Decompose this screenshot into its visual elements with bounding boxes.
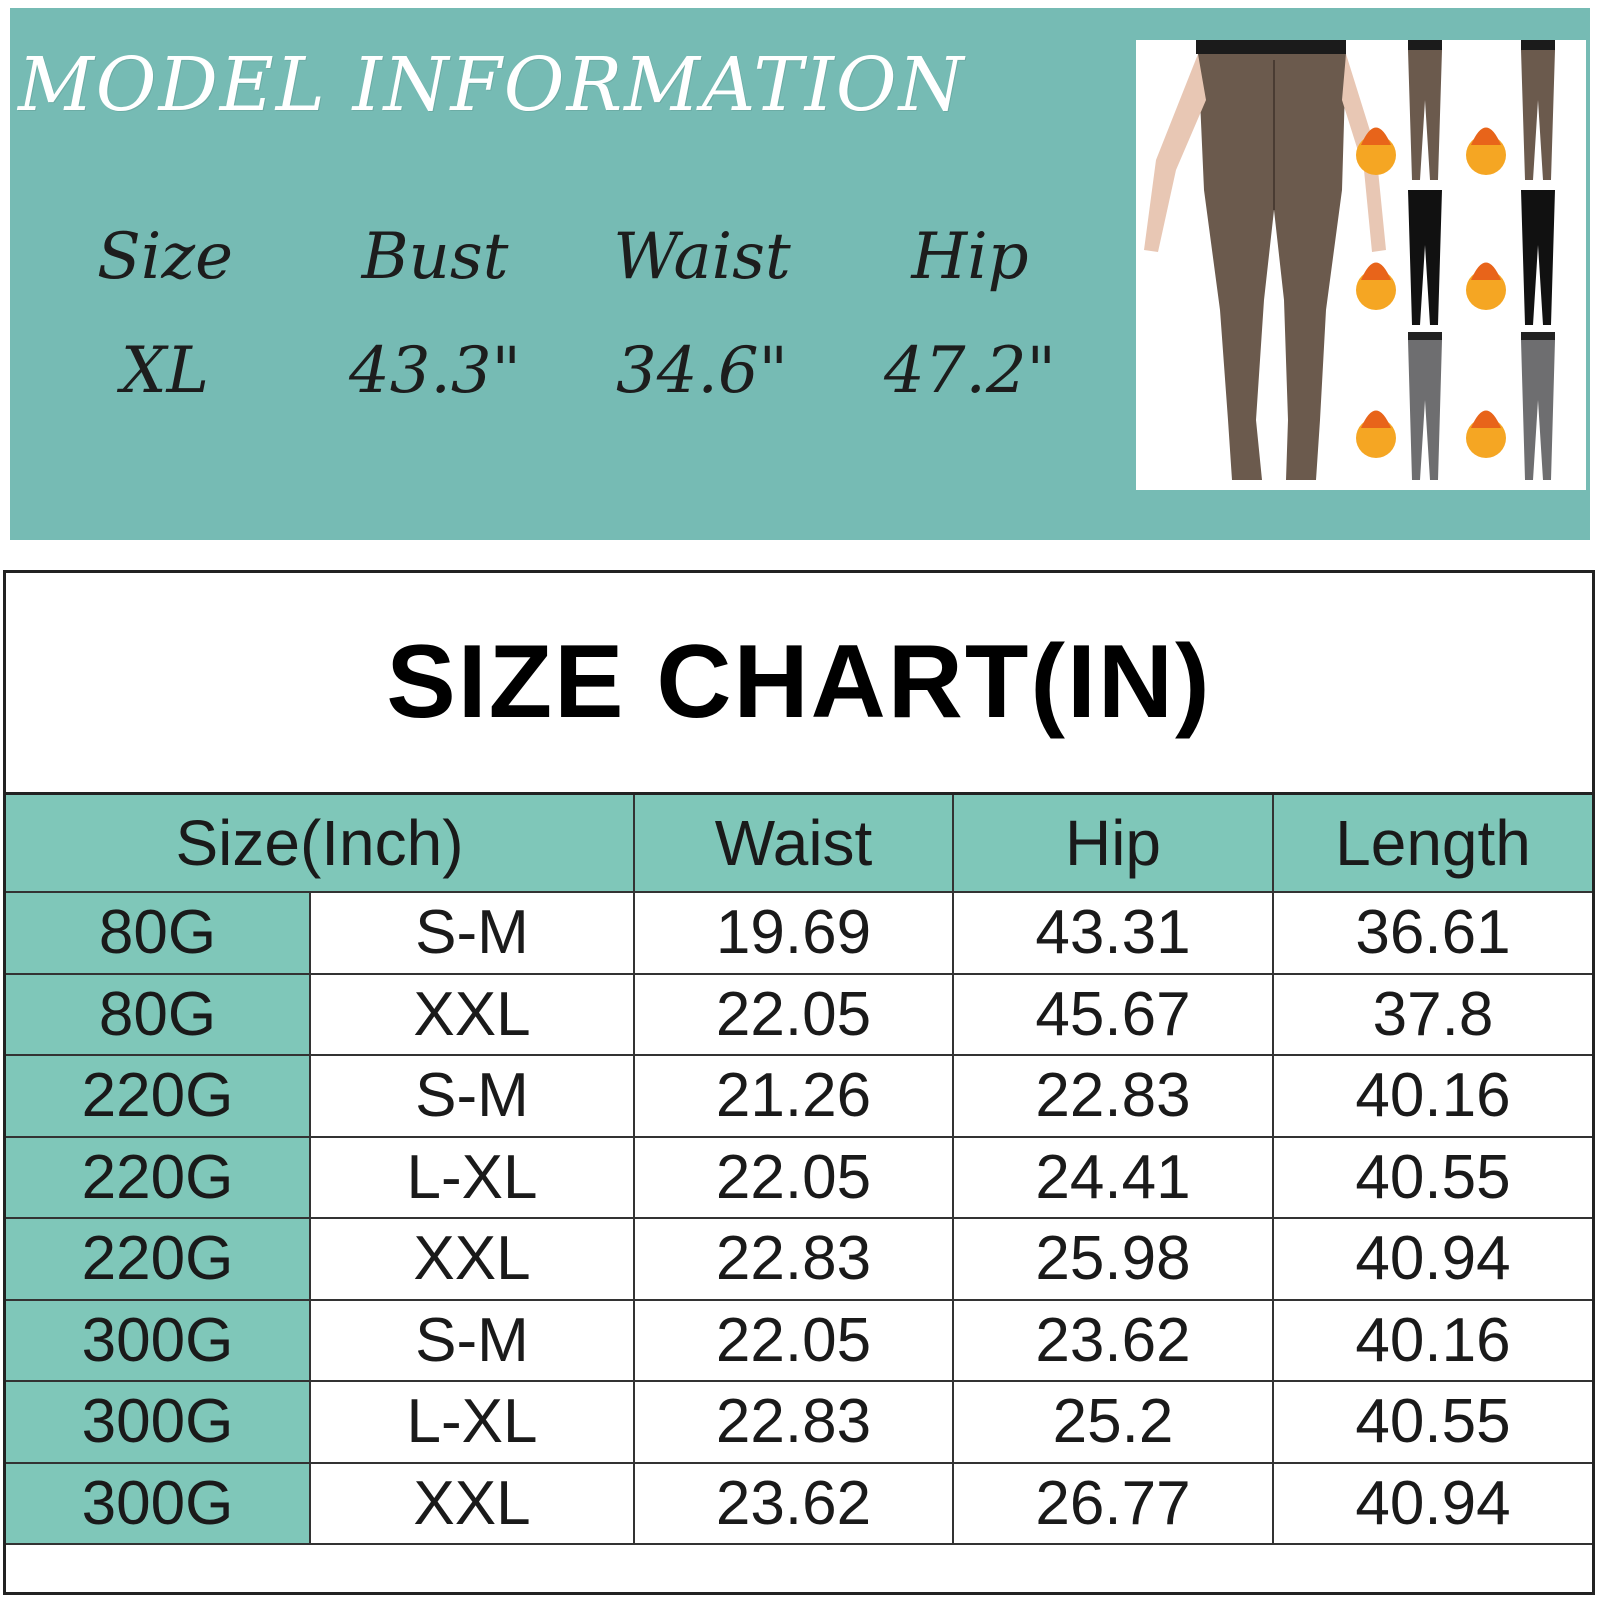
model-header-waist: Waist [613, 220, 791, 294]
table-row: 220G L-XL 22.05 24.41 40.55 [6, 1137, 1592, 1219]
cell-hip: 23.62 [954, 1300, 1274, 1382]
cell-waist: 21.26 [635, 1056, 954, 1138]
header-hip: Hip [954, 795, 1274, 893]
model-header-bust: Bust [361, 220, 509, 294]
cell-size: L-XL [311, 1382, 635, 1464]
cell-length: 40.16 [1274, 1300, 1592, 1382]
flame-icon [1356, 127, 1506, 458]
size-chart-title: SIZE CHART(IN) [6, 573, 1592, 795]
header-length: Length [1274, 795, 1592, 893]
thumbnail-gray-tights [1408, 332, 1555, 480]
table-row: 80G XXL 22.05 45.67 37.8 [6, 974, 1592, 1056]
thumbnail-brown-tights [1408, 40, 1555, 180]
model-header-hip: Hip [911, 220, 1029, 294]
cell-weight: 220G [6, 1219, 311, 1301]
cell-length: 40.16 [1274, 1056, 1592, 1138]
cell-waist: 22.05 [635, 974, 954, 1056]
header-size-inch: Size(Inch) [6, 795, 635, 893]
model-value-waist: 34.6" [616, 334, 788, 408]
cell-size: XXL [311, 1219, 635, 1301]
table-row: 300G XXL 23.62 26.77 40.94 [6, 1463, 1592, 1545]
size-chart-table: SIZE CHART(IN) Size(Inch) Waist Hip Leng… [3, 570, 1595, 1595]
cell-hip: 45.67 [954, 974, 1274, 1056]
cell-waist: 22.83 [635, 1219, 954, 1301]
cell-waist: 22.05 [635, 1137, 954, 1219]
cell-weight: 80G [6, 893, 311, 975]
cell-hip: 24.41 [954, 1137, 1274, 1219]
model-value-bust: 43.3" [349, 334, 521, 408]
cell-length: 36.61 [1274, 893, 1592, 975]
table-row: 300G L-XL 22.83 25.2 40.55 [6, 1382, 1592, 1464]
cell-waist: 23.62 [635, 1463, 954, 1545]
cell-size: XXL [311, 974, 635, 1056]
cell-size: S-M [311, 1056, 635, 1138]
table-row: 80G S-M 19.69 43.31 36.61 [6, 893, 1592, 975]
cell-hip: 22.83 [954, 1056, 1274, 1138]
cell-size: S-M [311, 1300, 635, 1382]
thumbnail-black-tights [1408, 190, 1555, 325]
cell-size: XXL [311, 1463, 635, 1545]
model-legs-image [1144, 40, 1386, 480]
cell-length: 40.55 [1274, 1137, 1592, 1219]
tights-product-photo [1136, 40, 1586, 490]
cell-length: 40.55 [1274, 1382, 1592, 1464]
cell-weight: 300G [6, 1382, 311, 1464]
table-row: 300G S-M 22.05 23.62 40.16 [6, 1300, 1592, 1382]
cell-hip: 25.98 [954, 1219, 1274, 1301]
model-value-hip: 47.2" [884, 334, 1056, 408]
cell-hip: 26.77 [954, 1463, 1274, 1545]
cell-hip: 43.31 [954, 893, 1274, 975]
cell-waist: 22.05 [635, 1300, 954, 1382]
cell-weight: 300G [6, 1463, 311, 1545]
table-row: 220G XXL 22.83 25.98 40.94 [6, 1219, 1592, 1301]
cell-length: 37.8 [1274, 974, 1592, 1056]
cell-waist: 22.83 [635, 1382, 954, 1464]
cell-weight: 80G [6, 974, 311, 1056]
table-row: 220G S-M 21.26 22.83 40.16 [6, 1056, 1592, 1138]
cell-weight: 220G [6, 1137, 311, 1219]
size-chart-header-row: Size(Inch) Waist Hip Length [6, 795, 1592, 893]
cell-weight: 300G [6, 1300, 311, 1382]
header-waist: Waist [635, 795, 954, 893]
cell-length: 40.94 [1274, 1463, 1592, 1545]
cell-hip: 25.2 [954, 1382, 1274, 1464]
cell-size: S-M [311, 893, 635, 975]
cell-weight: 220G [6, 1056, 311, 1138]
cell-waist: 19.69 [635, 893, 954, 975]
model-header-size: Size [97, 220, 233, 294]
cell-size: L-XL [311, 1137, 635, 1219]
cell-length: 40.94 [1274, 1219, 1592, 1301]
model-value-size: XL [120, 334, 210, 408]
model-information-title: MODEL INFORMATION [18, 42, 966, 128]
